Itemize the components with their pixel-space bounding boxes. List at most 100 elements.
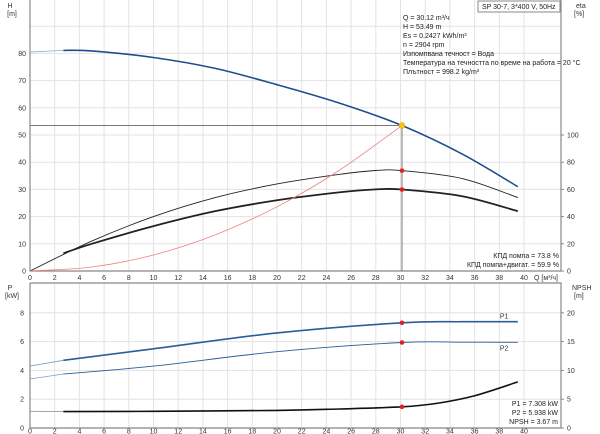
head-curve xyxy=(63,49,519,188)
duty-info-line: Температура на течността по време на раб… xyxy=(403,59,581,67)
x-tick-label: 26 xyxy=(347,275,355,282)
x-tick-label: 18 xyxy=(248,275,256,282)
P2-series-label: P2 xyxy=(500,345,509,352)
y2-axis-unit: [%] xyxy=(574,11,584,18)
x-tick-label: 22 xyxy=(298,275,306,282)
x-tick-label: 8 xyxy=(127,275,131,282)
y2-tick-label: 20 xyxy=(567,241,575,248)
x-tick-label: 24 xyxy=(323,429,331,434)
P2-curve-extrapolated xyxy=(29,373,64,380)
y-tick-label: 50 xyxy=(18,133,26,140)
y2-tick-label: 15 xyxy=(567,339,575,346)
x-tick-label: 0 xyxy=(28,429,32,434)
x-tick-label: 2 xyxy=(53,275,57,282)
x-tick-label: 34 xyxy=(446,275,454,282)
y2-tick-label: 10 xyxy=(567,368,575,375)
y2-tick-label: 40 xyxy=(567,214,575,221)
x-tick-label: 38 xyxy=(495,429,503,434)
eta_pump-curve xyxy=(29,169,518,272)
P2-duty-dot xyxy=(399,340,405,345)
x-tick-label: 28 xyxy=(372,429,380,434)
power-info-line: NPSH = 3.67 m xyxy=(509,419,558,426)
axis-frame xyxy=(29,282,562,429)
power-npsh-chart: 0 2 4 6 8 10 12 14 16 18 20 22 24 26 28 30 32 34 36 38 40024… xyxy=(5,282,591,434)
x-tick-label: 0 xyxy=(28,275,32,282)
y2-tick-label: 60 xyxy=(567,187,575,194)
y2-tick-label: 20 xyxy=(567,310,575,317)
y2-tick-label: 5 xyxy=(567,397,571,404)
axis-frame xyxy=(29,0,562,272)
y-axis-unit: [m] xyxy=(7,11,17,18)
x-tick-label: 6 xyxy=(102,429,106,434)
NPSH-duty-dot xyxy=(399,404,405,410)
duty-info-line: Es = 0.2427 kWh/m³ xyxy=(403,33,467,40)
y-tick-label: 8 xyxy=(20,310,24,317)
x-tick-label: 32 xyxy=(421,275,429,282)
x-tick-label: 40 xyxy=(520,429,528,434)
x-tick-label: 20 xyxy=(273,275,281,282)
x-tick-label: 2 xyxy=(53,429,57,434)
x-tick-label: 40 xyxy=(520,275,528,282)
y2-tick-label: 80 xyxy=(567,160,575,167)
y-axis-label: P xyxy=(8,285,13,292)
x-tick-label: 8 xyxy=(127,429,131,434)
y-tick-label: 10 xyxy=(18,241,26,248)
y2-tick-label: 0 xyxy=(567,426,571,433)
duty-info-line: Q = 30.12 m³/ч xyxy=(403,15,450,22)
x-tick-label: 18 xyxy=(248,429,256,434)
x-tick-label: 4 xyxy=(77,429,81,434)
y-tick-label: 0 xyxy=(22,269,26,276)
x-tick-label: 4 xyxy=(77,275,81,282)
y-tick-label: 40 xyxy=(18,160,26,167)
duty-info-line: Изпомпвана течност = Вода xyxy=(403,51,494,58)
title-text: SP 30-7, 3*400 V, 50Hz xyxy=(482,4,556,11)
x-tick-label: 30 xyxy=(397,275,405,282)
x-tick-label: 10 xyxy=(150,429,158,434)
x-tick-label: 34 xyxy=(446,429,454,434)
x-tick-label: 16 xyxy=(224,429,232,434)
duty-info: Q = 30.12 m³/ч H = 53.49 m Es = 0.2427 kWh… xyxy=(403,15,581,76)
NPSH-curve xyxy=(63,381,519,413)
efficiency-info-line: КПД помпа+двигат. = 59.9 % xyxy=(467,262,559,269)
x-tick-label: 36 xyxy=(471,429,479,434)
x-tick-label: 36 xyxy=(471,275,479,282)
y2-tick-label: 100 xyxy=(567,133,579,140)
y-tick-label: 0 xyxy=(20,426,24,433)
y-tick-label: 4 xyxy=(20,368,24,375)
y-axis-label: H xyxy=(7,3,12,10)
head-efficiency-chart: 0 2 4 6 8 10 12 14 16 18 20 22 24 26 28 30 32 34 36 38 40010… xyxy=(7,0,586,282)
y2-tick-label: 0 xyxy=(567,269,571,276)
power-info: P1 = 7.308 kW P2 = 5.938 kW NPSH = 3.67 m xyxy=(509,401,558,426)
y-tick-label: 60 xyxy=(18,105,26,112)
P1-curve-extrapolated xyxy=(29,359,64,367)
power-info-line: P2 = 5.938 kW xyxy=(512,410,559,417)
x-tick-label: 26 xyxy=(347,429,355,434)
x-tick-label: 6 xyxy=(102,275,106,282)
y2-axis-label: NPSH xyxy=(572,285,591,292)
eta-pump-duty-dot xyxy=(399,168,405,173)
P1-curve xyxy=(63,320,518,362)
y-tick-label: 20 xyxy=(18,214,26,221)
eta_total-curve xyxy=(63,187,519,255)
x-tick-label: 30 xyxy=(397,429,405,434)
y2-axis-unit: [m] xyxy=(574,293,584,300)
P1-series-label: P1 xyxy=(500,314,509,321)
efficiency-info: КПД помпа = 73.8 % КПД помпа+двигат. = 59… xyxy=(467,253,559,269)
title-box: SP 30-7, 3*400 V, 50Hz xyxy=(477,0,561,13)
x-axis-label: Q [м³/ч] xyxy=(534,275,558,282)
efficiency-info-line: КПД помпа = 73.8 % xyxy=(493,253,559,260)
x-tick-label: 16 xyxy=(224,275,232,282)
power-info-line: P1 = 7.308 kW xyxy=(512,401,559,408)
x-tick-label: 12 xyxy=(174,429,182,434)
y-tick-label: 70 xyxy=(18,78,26,85)
duty-info-line: Плътност = 998.2 kg/m³ xyxy=(403,69,480,76)
duty-info-line: n = 2904 rpm xyxy=(403,42,445,49)
x-tick-label: 28 xyxy=(372,275,380,282)
x-tick-label: 20 xyxy=(273,429,281,434)
x-tick-label: 10 xyxy=(150,275,158,282)
y-tick-label: 80 xyxy=(18,51,26,58)
duty-info-line: H = 53.49 m xyxy=(403,24,441,31)
x-tick-label: 14 xyxy=(199,275,207,282)
x-tick-label: 22 xyxy=(298,429,306,434)
